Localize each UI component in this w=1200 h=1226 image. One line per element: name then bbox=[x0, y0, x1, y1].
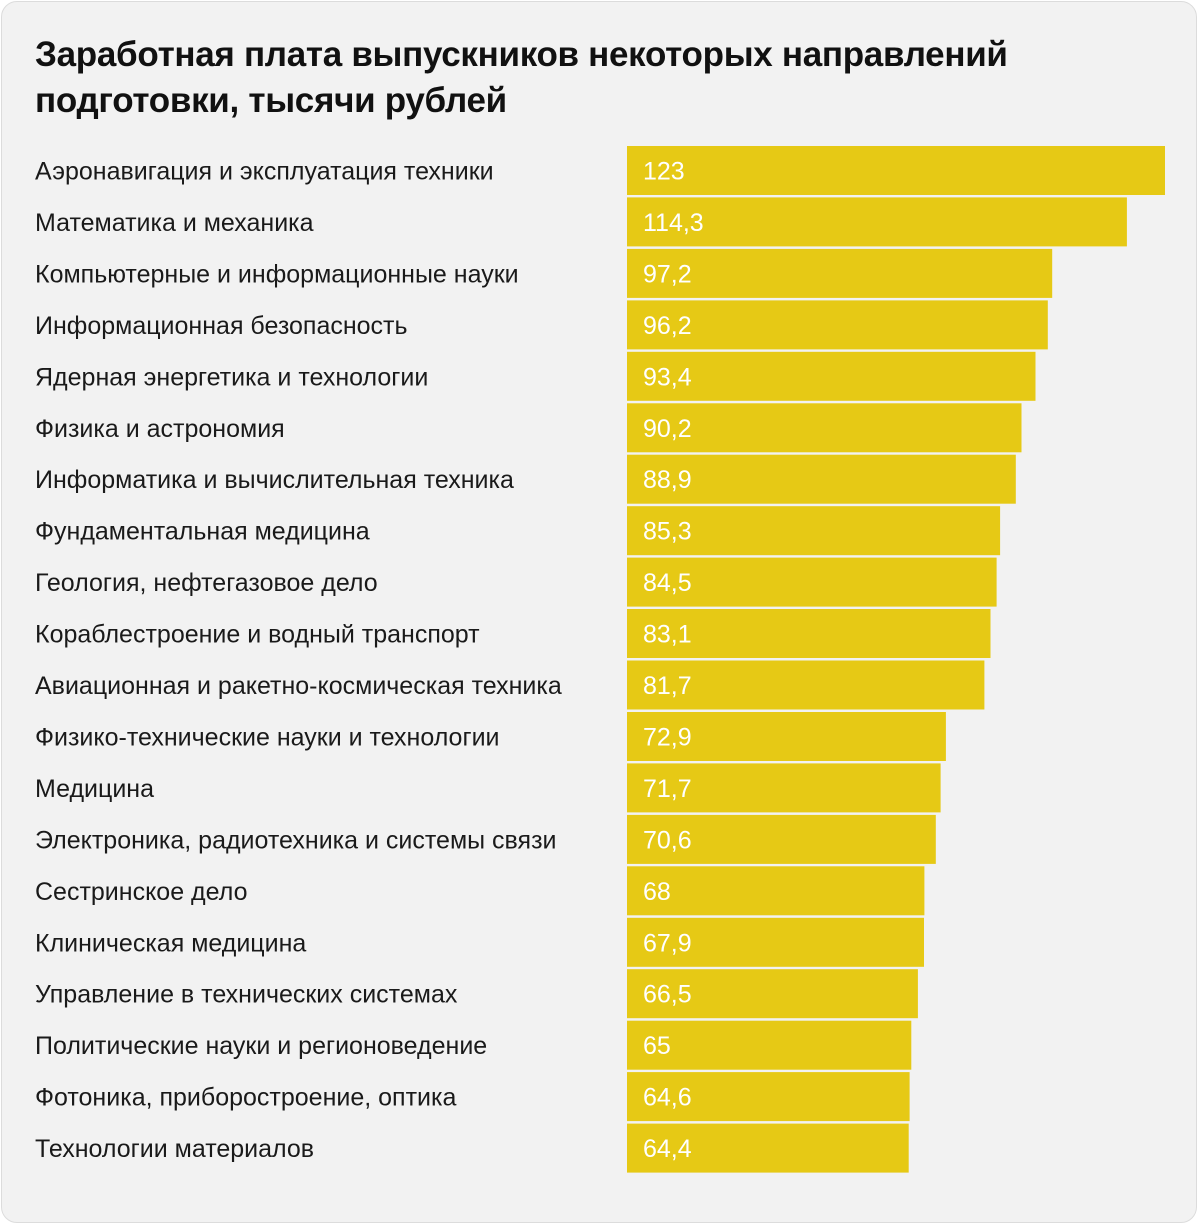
bar-value-label: 114,3 bbox=[643, 209, 704, 237]
category-label: Авиационная и ракетно-космическая техник… bbox=[35, 672, 562, 700]
bar-value-label: 90,2 bbox=[643, 415, 692, 443]
bar-rows: Аэронавигация и эксплуатация техники 123 М… bbox=[35, 146, 1165, 1173]
category-label: Клиническая медицина bbox=[35, 929, 306, 957]
category-label: Компьютерные и информационные науки bbox=[35, 260, 519, 288]
bar bbox=[627, 454, 1016, 504]
bar bbox=[627, 763, 941, 813]
category-label: Сестринское дело bbox=[35, 878, 248, 906]
bar bbox=[627, 609, 991, 658]
bar-value-label: 84,5 bbox=[643, 569, 692, 597]
bar bbox=[627, 866, 925, 916]
category-label: Фундаментальная медицина bbox=[35, 518, 370, 546]
category-label: Информационная безопасность bbox=[35, 312, 408, 340]
category-label: Геология, нефтегазовое дело bbox=[35, 569, 378, 597]
chart-title: Заработная плата выпускников некоторых н… bbox=[35, 35, 1008, 120]
bar-value-label: 93,4 bbox=[643, 363, 692, 391]
bar bbox=[627, 506, 1001, 556]
bar-value-label: 66,5 bbox=[643, 981, 692, 1009]
bar bbox=[627, 248, 1053, 298]
category-label: Электроника, радиотехника и системы связ… bbox=[35, 826, 557, 854]
bar bbox=[627, 712, 946, 761]
bar-value-label: 88,9 bbox=[643, 466, 692, 494]
bar bbox=[627, 197, 1127, 247]
category-label: Информатика и вычислительная техника bbox=[35, 466, 514, 494]
bar bbox=[627, 557, 997, 607]
bar-value-label: 67,9 bbox=[643, 929, 692, 957]
bar-value-label: 68 bbox=[643, 878, 671, 906]
bar-value-label: 85,3 bbox=[643, 518, 692, 546]
bar bbox=[627, 917, 924, 967]
category-label: Аэронавигация и эксплуатация техники bbox=[35, 158, 494, 186]
bar-value-label: 97,2 bbox=[643, 260, 692, 288]
bar bbox=[627, 969, 918, 1019]
bar bbox=[627, 146, 1165, 195]
category-label: Технологии материалов bbox=[35, 1135, 314, 1163]
bar-value-label: 83,1 bbox=[643, 621, 692, 649]
category-label: Кораблестроение и водный транспорт bbox=[35, 621, 480, 649]
bar-value-label: 81,7 bbox=[643, 672, 692, 700]
category-label: Физико-технические науки и технологии bbox=[35, 723, 500, 751]
bar-value-label: 70,6 bbox=[643, 826, 692, 854]
bar-value-label: 64,6 bbox=[643, 1084, 692, 1112]
bar-value-label: 64,4 bbox=[643, 1135, 692, 1163]
bar bbox=[627, 403, 1022, 453]
bar bbox=[627, 300, 1048, 350]
bar-value-label: 123 bbox=[643, 158, 685, 186]
bar bbox=[627, 351, 1036, 401]
bar bbox=[627, 1123, 909, 1173]
category-label: Политические науки и регионоведение bbox=[35, 1032, 487, 1060]
bar-value-label: 72,9 bbox=[643, 723, 692, 751]
bar bbox=[627, 660, 985, 710]
category-label: Управление в технических системах bbox=[35, 981, 458, 1009]
bar bbox=[627, 814, 936, 864]
bar-value-label: 71,7 bbox=[643, 775, 692, 803]
bar-value-label: 96,2 bbox=[643, 312, 692, 340]
category-label: Ядерная энергетика и технологии bbox=[35, 363, 428, 391]
category-label: Медицина bbox=[35, 775, 154, 803]
bar-value-label: 65 bbox=[643, 1032, 671, 1060]
category-label: Физика и астрономия bbox=[35, 415, 285, 443]
category-label: Математика и механика bbox=[35, 209, 314, 237]
bar bbox=[627, 1072, 910, 1122]
bar bbox=[627, 1020, 912, 1070]
category-label: Фотоника, приборостроение, оптика bbox=[35, 1084, 456, 1112]
